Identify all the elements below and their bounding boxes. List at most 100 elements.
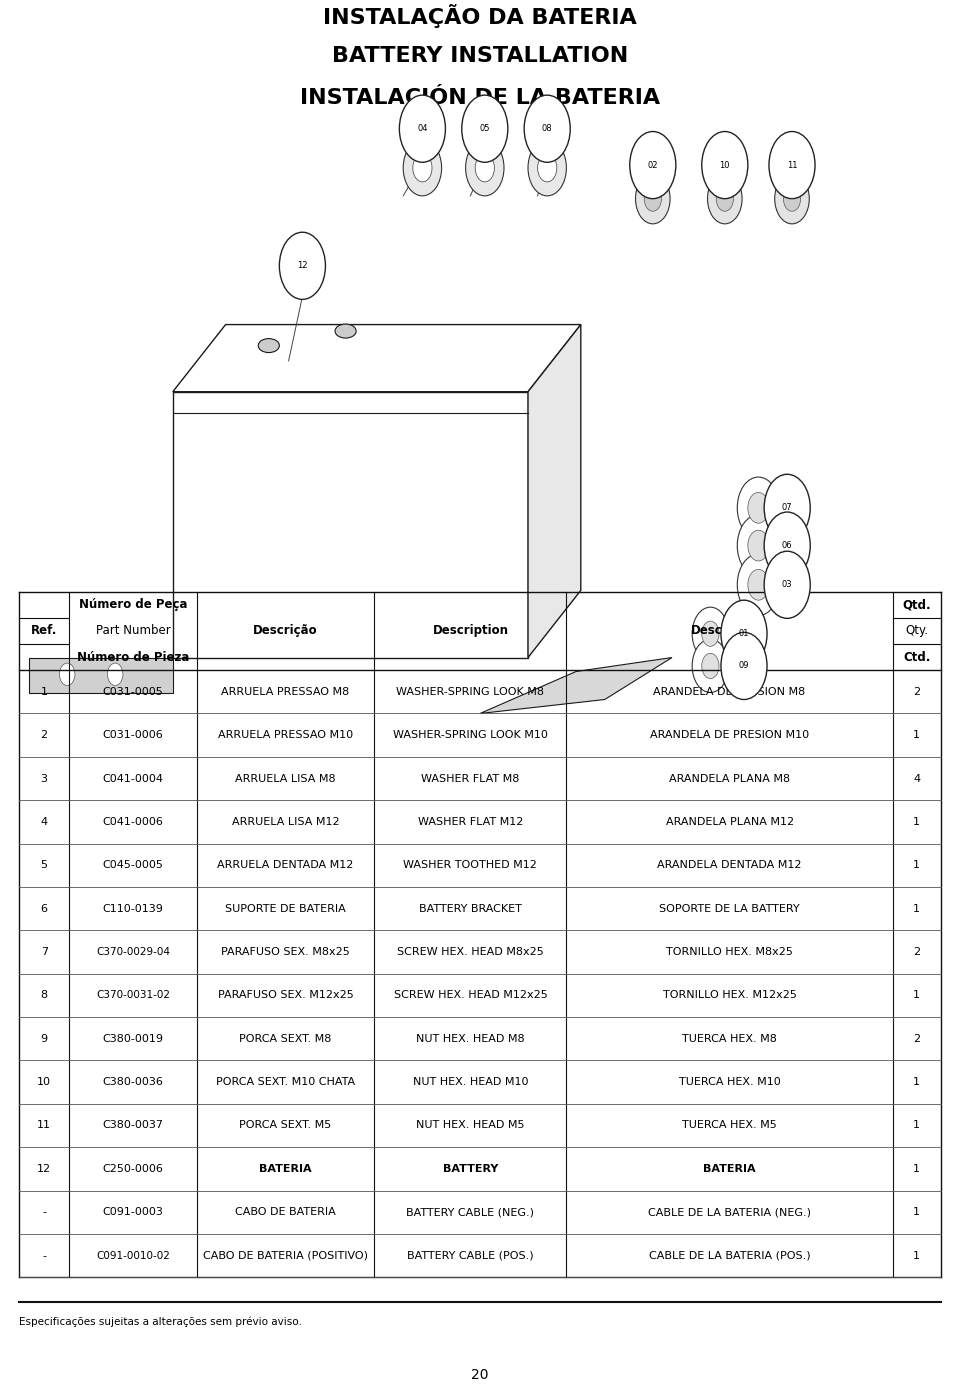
Circle shape xyxy=(764,551,810,618)
Text: BATERIA: BATERIA xyxy=(704,1164,756,1174)
Circle shape xyxy=(783,186,801,211)
Text: Qty.: Qty. xyxy=(905,624,928,638)
Text: ARANDELA DENTADA M12: ARANDELA DENTADA M12 xyxy=(658,860,802,870)
Text: C380-0037: C380-0037 xyxy=(103,1121,163,1130)
Text: 1: 1 xyxy=(913,1164,921,1174)
Text: 1: 1 xyxy=(913,860,921,870)
Circle shape xyxy=(108,663,123,686)
Text: 1: 1 xyxy=(913,1077,921,1087)
Text: Qtd.: Qtd. xyxy=(902,599,931,611)
Text: PARAFUSO SEX. M12x25: PARAFUSO SEX. M12x25 xyxy=(218,990,353,1000)
Circle shape xyxy=(630,132,676,199)
Text: 10: 10 xyxy=(37,1077,51,1087)
Text: 09: 09 xyxy=(739,662,749,670)
Text: SCREW HEX. HEAD M12x25: SCREW HEX. HEAD M12x25 xyxy=(394,990,547,1000)
Text: TUERCA HEX. M8: TUERCA HEX. M8 xyxy=(683,1034,777,1044)
Text: C031-0006: C031-0006 xyxy=(103,730,163,740)
Text: PORCA SEXT. M10 CHATA: PORCA SEXT. M10 CHATA xyxy=(216,1077,355,1087)
Text: 2: 2 xyxy=(913,687,921,697)
Text: BATTERY CABLE (POS.): BATTERY CABLE (POS.) xyxy=(407,1251,534,1260)
Circle shape xyxy=(702,621,719,646)
Text: ARRUELA LISA M8: ARRUELA LISA M8 xyxy=(235,774,336,783)
Text: 4: 4 xyxy=(40,817,48,827)
Circle shape xyxy=(60,663,75,686)
Text: 6: 6 xyxy=(40,904,48,914)
Circle shape xyxy=(475,154,494,182)
Text: ARRUELA DENTADA M12: ARRUELA DENTADA M12 xyxy=(217,860,354,870)
Text: 03: 03 xyxy=(781,581,793,589)
Circle shape xyxy=(702,132,748,199)
Text: C380-0019: C380-0019 xyxy=(103,1034,163,1044)
Text: 1: 1 xyxy=(913,1207,921,1217)
Text: Número de Peça: Número de Peça xyxy=(79,599,187,611)
Text: NUT HEX. HEAD M10: NUT HEX. HEAD M10 xyxy=(413,1077,528,1087)
Text: C031-0005: C031-0005 xyxy=(103,687,163,697)
Text: Número de Pieza: Número de Pieza xyxy=(77,651,189,663)
Text: C091-0003: C091-0003 xyxy=(103,1207,163,1217)
Text: 1: 1 xyxy=(913,990,921,1000)
Text: BATTERY: BATTERY xyxy=(443,1164,498,1174)
Text: Descrição: Descrição xyxy=(253,624,318,638)
Text: Especificações sujeitas a alterações sem prévio aviso.: Especificações sujeitas a alterações sem… xyxy=(19,1316,302,1328)
Text: 9: 9 xyxy=(40,1034,48,1044)
Circle shape xyxy=(466,140,504,196)
Text: TORNILLO HEX. M8x25: TORNILLO HEX. M8x25 xyxy=(666,947,793,957)
Text: WASHER-SPRING LOOK M8: WASHER-SPRING LOOK M8 xyxy=(396,687,544,697)
Text: 2: 2 xyxy=(913,1034,921,1044)
Text: NUT HEX. HEAD M8: NUT HEX. HEAD M8 xyxy=(416,1034,525,1044)
Text: ARANDELA DE PRESION M8: ARANDELA DE PRESION M8 xyxy=(654,687,805,697)
Text: CABLE DE LA BATERIA (NEG.): CABLE DE LA BATERIA (NEG.) xyxy=(648,1207,811,1217)
Text: INSTALACIÓN DE LA BATERIA: INSTALACIÓN DE LA BATERIA xyxy=(300,88,660,108)
Text: 1: 1 xyxy=(913,817,921,827)
Circle shape xyxy=(764,512,810,579)
Text: 8: 8 xyxy=(40,990,48,1000)
Circle shape xyxy=(748,530,769,561)
Text: ARANDELA PLANA M8: ARANDELA PLANA M8 xyxy=(669,774,790,783)
Polygon shape xyxy=(528,325,581,658)
Circle shape xyxy=(702,653,719,679)
Text: 04: 04 xyxy=(418,125,427,133)
Text: C091-0010-02: C091-0010-02 xyxy=(96,1251,170,1260)
Circle shape xyxy=(748,569,769,600)
Polygon shape xyxy=(480,658,672,713)
Text: ARANDELA DE PRESION M10: ARANDELA DE PRESION M10 xyxy=(650,730,809,740)
Text: PORCA SEXT. M8: PORCA SEXT. M8 xyxy=(239,1034,332,1044)
Circle shape xyxy=(737,477,780,539)
Text: 11: 11 xyxy=(37,1121,51,1130)
Text: 1: 1 xyxy=(913,1121,921,1130)
Text: NUT HEX. HEAD M5: NUT HEX. HEAD M5 xyxy=(416,1121,525,1130)
Circle shape xyxy=(279,232,325,299)
Text: WASHER FLAT M12: WASHER FLAT M12 xyxy=(418,817,523,827)
Text: C380-0036: C380-0036 xyxy=(103,1077,163,1087)
Circle shape xyxy=(636,173,670,224)
Text: 10: 10 xyxy=(720,161,730,169)
Ellipse shape xyxy=(335,325,356,339)
Text: 06: 06 xyxy=(781,541,793,550)
Circle shape xyxy=(737,515,780,576)
Circle shape xyxy=(692,639,729,693)
Text: C045-0005: C045-0005 xyxy=(103,860,163,870)
Text: 1: 1 xyxy=(913,730,921,740)
Text: 2: 2 xyxy=(40,730,48,740)
Text: 12: 12 xyxy=(37,1164,51,1174)
Text: C250-0006: C250-0006 xyxy=(103,1164,163,1174)
Text: Description: Description xyxy=(432,624,509,638)
Text: 1: 1 xyxy=(913,1251,921,1260)
Text: SUPORTE DE BATERIA: SUPORTE DE BATERIA xyxy=(226,904,346,914)
Polygon shape xyxy=(173,325,581,392)
Text: C041-0004: C041-0004 xyxy=(103,774,163,783)
Text: CABO DE BATERIA (POSITIVO): CABO DE BATERIA (POSITIVO) xyxy=(204,1251,368,1260)
Text: ARRUELA PRESSAO M8: ARRUELA PRESSAO M8 xyxy=(222,687,349,697)
Text: C370-0029-04: C370-0029-04 xyxy=(96,947,170,957)
Text: SCREW HEX. HEAD M8x25: SCREW HEX. HEAD M8x25 xyxy=(397,947,543,957)
Circle shape xyxy=(769,132,815,199)
Text: INSTALAÇÃO DA BATERIA: INSTALAÇÃO DA BATERIA xyxy=(324,4,636,28)
Text: -: - xyxy=(42,1251,46,1260)
Text: CABLE DE LA BATERIA (POS.): CABLE DE LA BATERIA (POS.) xyxy=(649,1251,810,1260)
Ellipse shape xyxy=(258,339,279,353)
Text: BATERIA: BATERIA xyxy=(259,1164,312,1174)
Text: 5: 5 xyxy=(40,860,48,870)
Circle shape xyxy=(413,154,432,182)
Text: TUERCA HEX. M10: TUERCA HEX. M10 xyxy=(679,1077,780,1087)
Text: 05: 05 xyxy=(480,125,490,133)
